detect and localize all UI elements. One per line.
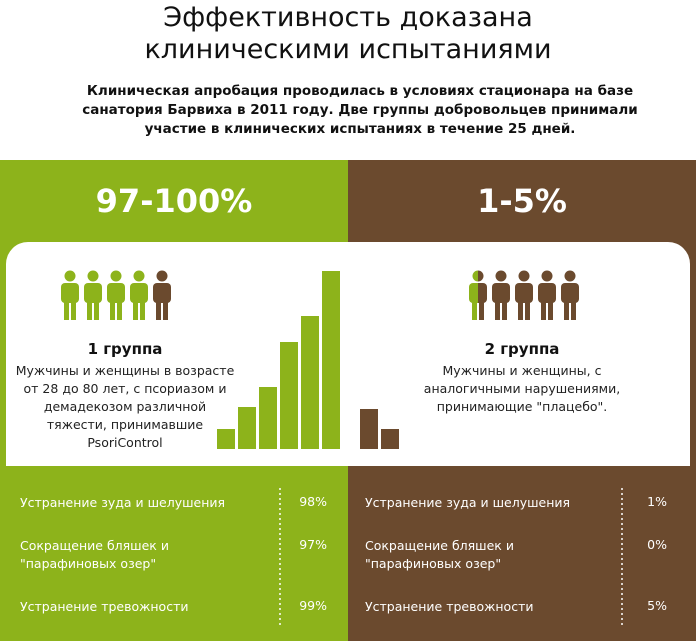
intro: Клиническая апробация проводилась в усло… [82, 83, 638, 137]
person-icon [153, 270, 162, 320]
result-label: Сокращение бляшек и "парафиновых озер" [20, 538, 169, 571]
person-icon [547, 270, 556, 320]
person-icon [478, 270, 487, 320]
person-icon [515, 270, 524, 320]
person-icon [561, 270, 570, 320]
result-value: 98% [299, 494, 327, 509]
deco-bar [259, 387, 277, 449]
deco-bar [301, 316, 319, 449]
result-label: Сокращение бляшек и "парафиновых озер" [365, 538, 514, 571]
person-icon [130, 270, 139, 320]
deco-bar [217, 429, 235, 449]
result-label: Устранение тревожности [365, 599, 534, 614]
person-icon [501, 270, 510, 320]
person-icon [469, 270, 478, 320]
person-icon [116, 270, 125, 320]
headline: 97-100% [95, 182, 253, 220]
person-icon [107, 270, 116, 320]
group-label: 2 группа [484, 340, 560, 358]
result-value: 5% [647, 598, 667, 613]
result-value: 1% [647, 494, 667, 509]
person-icon [61, 270, 70, 320]
result-value: 99% [299, 598, 327, 613]
result-label: Устранение тревожности [20, 599, 189, 614]
person-icon [538, 270, 547, 320]
deco-bar [381, 429, 399, 449]
person-icon [84, 270, 93, 320]
deco-bar [322, 271, 340, 449]
group-label: 1 группа [87, 340, 163, 358]
person-icon [139, 270, 148, 320]
person-icon [492, 270, 501, 320]
headline: 1-5% [477, 182, 567, 220]
deco-bar [360, 409, 378, 449]
person-icon [524, 270, 533, 320]
result-value: 0% [647, 537, 667, 552]
deco-bar [238, 407, 256, 449]
person-icon [570, 270, 579, 320]
person-icon [162, 270, 171, 320]
result-value: 97% [299, 537, 327, 552]
result-label: Устранение зуда и шелушения [20, 495, 226, 510]
result-label: Устранение зуда и шелушения [365, 495, 571, 510]
group-description: Мужчины и женщины в возрасте от 28 до 80… [15, 363, 235, 450]
person-icon [93, 270, 102, 320]
deco-bar [280, 342, 298, 449]
title: Эффективность доказана клиническими испы… [144, 2, 552, 65]
person-icon [70, 270, 79, 320]
group-description: Мужчины и женщины, с аналогичными наруше… [423, 363, 621, 414]
